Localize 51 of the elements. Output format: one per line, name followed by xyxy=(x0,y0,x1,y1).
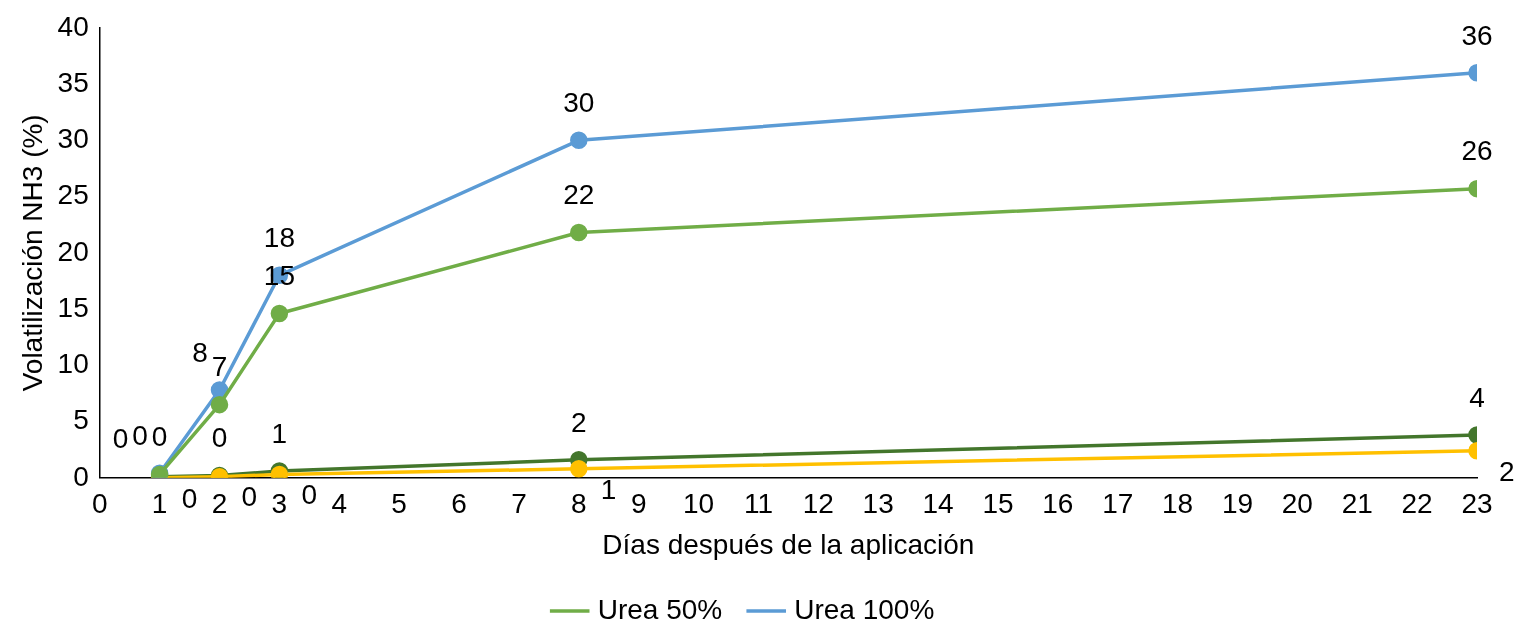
data-label: 18 xyxy=(263,222,295,254)
data-label: 0 xyxy=(112,423,129,455)
data-label: 8 xyxy=(192,336,208,368)
y-tick-label: 20 xyxy=(57,235,89,267)
y-tick-label: 40 xyxy=(57,10,89,42)
data-label: 0 xyxy=(132,420,148,452)
legend-label: Urea 50% xyxy=(597,593,723,625)
x-tick-label: 3 xyxy=(271,488,288,520)
x-tick-label: 22 xyxy=(1401,488,1433,520)
data-label: 0 xyxy=(211,422,228,454)
data-label: 26 xyxy=(1461,135,1493,167)
data-label: 22 xyxy=(563,179,595,211)
data-label: 2 xyxy=(571,406,587,438)
x-tick-label: 11 xyxy=(743,488,773,520)
y-tick-label: 10 xyxy=(57,348,89,380)
x-tick-label: 1 xyxy=(151,488,168,520)
x-tick-label: 19 xyxy=(1221,488,1254,520)
x-tick-label: 21 xyxy=(1341,488,1373,520)
x-tick-label: 12 xyxy=(802,488,834,520)
y-tick-label: 5 xyxy=(73,404,89,436)
x-tick-label: 15 xyxy=(982,488,1014,520)
x-tick-label: 8 xyxy=(571,488,587,520)
x-tick-label: 2 xyxy=(211,488,228,520)
data-label: 0 xyxy=(151,421,168,453)
x-tick-label: 9 xyxy=(630,488,647,520)
x-tick-label: 23 xyxy=(1461,488,1493,520)
x-tick-label: 4 xyxy=(331,488,348,520)
legend-label: Urea 100% xyxy=(794,593,935,625)
y-tick-label: 25 xyxy=(57,179,89,211)
y-tick-label: 30 xyxy=(57,123,89,155)
x-tick-label: 17 xyxy=(1102,488,1134,520)
x-tick-label: 5 xyxy=(391,488,407,520)
x-tick-label: 14 xyxy=(922,488,954,520)
x-tick-label: 7 xyxy=(511,488,527,520)
data-label: 2 xyxy=(1499,455,1515,487)
data-label: 1 xyxy=(271,417,288,449)
data-label: 7 xyxy=(211,351,228,383)
y-tick-label: 0 xyxy=(73,460,89,492)
y-tick-label: 15 xyxy=(57,291,89,323)
x-tick-label: 20 xyxy=(1281,488,1313,520)
x-tick-label: 18 xyxy=(1162,488,1194,520)
x-tick-label: 16 xyxy=(1042,488,1074,520)
y-axis-title: Volatilización NH3 (%) xyxy=(16,114,48,392)
x-tick-label: 13 xyxy=(862,488,894,520)
x-tick-label: 10 xyxy=(682,488,715,520)
data-label: 30 xyxy=(563,87,595,119)
data-label: 36 xyxy=(1461,19,1493,51)
x-axis-title: Días después de la aplicación xyxy=(602,528,975,560)
x-tick-label: 6 xyxy=(451,488,467,520)
y-tick-label: 35 xyxy=(57,66,89,98)
data-label: 4 xyxy=(1469,381,1485,413)
